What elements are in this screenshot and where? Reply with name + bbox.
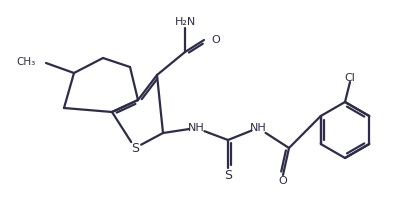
Text: O: O <box>211 35 220 45</box>
Text: H₂N: H₂N <box>174 17 196 27</box>
Text: NH: NH <box>249 123 266 133</box>
Text: CH₃: CH₃ <box>17 57 36 67</box>
Text: Cl: Cl <box>344 73 356 83</box>
Text: O: O <box>279 176 287 186</box>
Text: S: S <box>224 169 232 182</box>
Text: S: S <box>131 141 139 155</box>
Text: NH: NH <box>188 123 204 133</box>
